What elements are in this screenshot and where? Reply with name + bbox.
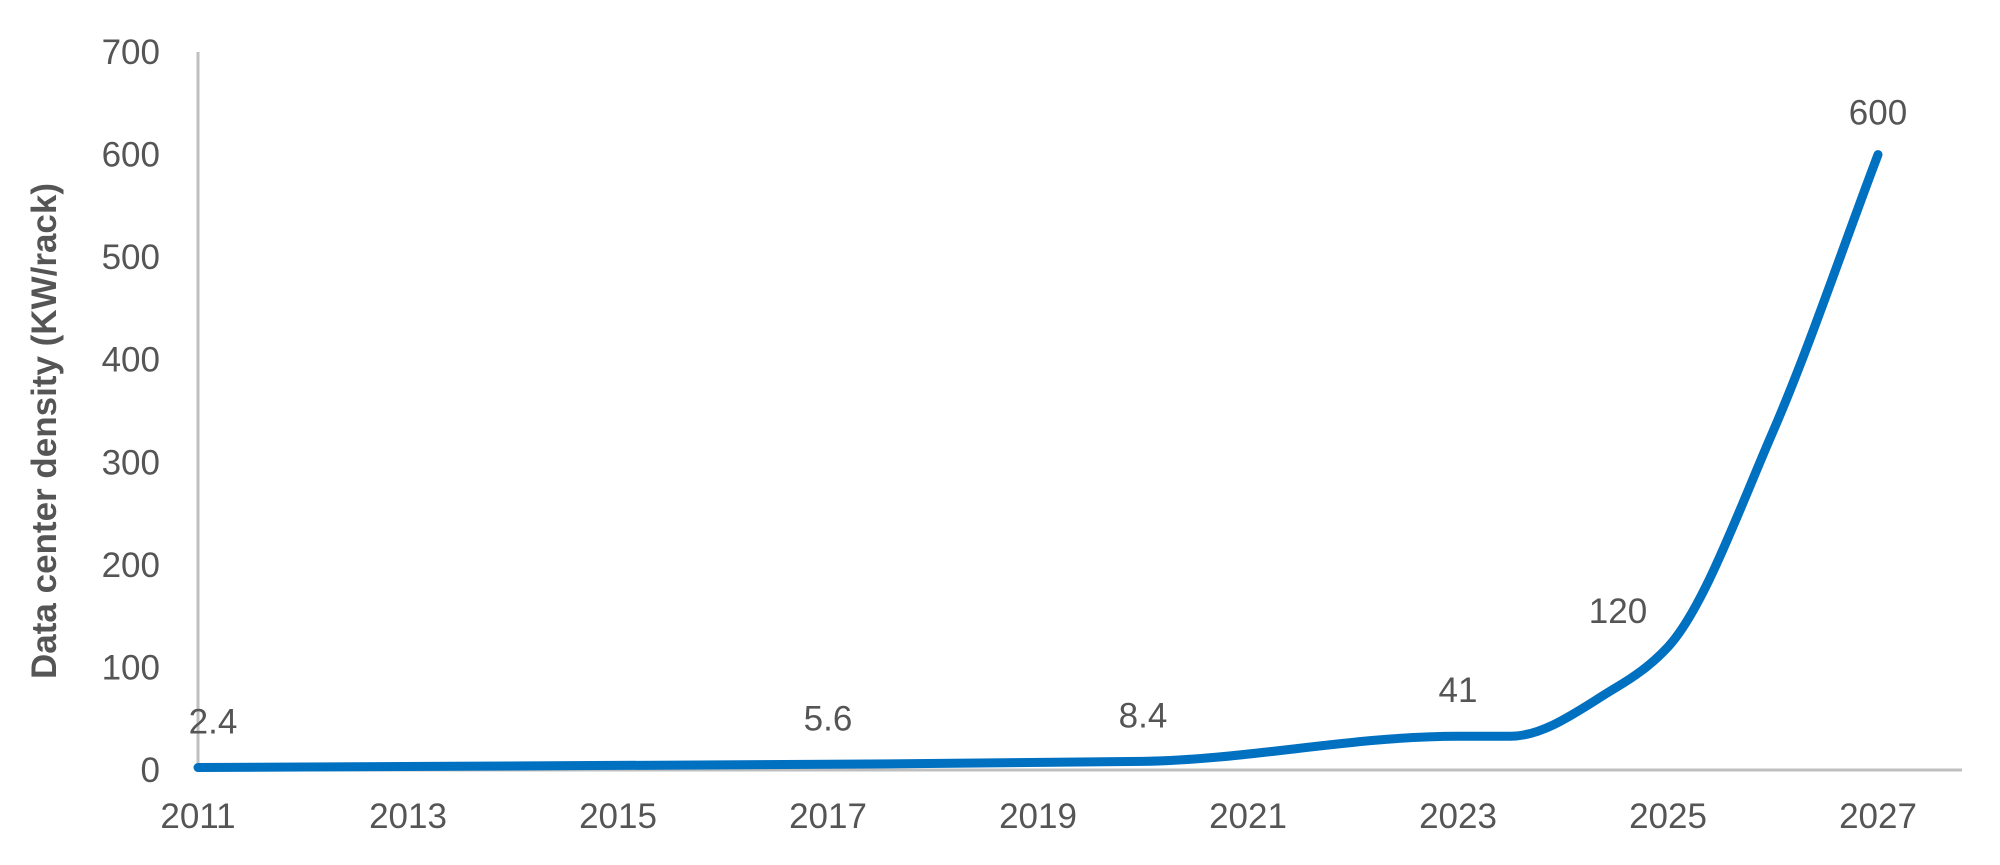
- y-tick-label: 700: [102, 33, 160, 72]
- y-tick-label: 0: [141, 751, 160, 790]
- y-tick-label: 600: [102, 136, 160, 175]
- x-tick-label: 2015: [579, 797, 657, 836]
- data-label: 120: [1589, 592, 1647, 631]
- x-tick-label: 2023: [1419, 797, 1497, 836]
- data-label: 8.4: [1119, 696, 1168, 735]
- x-tick-label: 2027: [1839, 797, 1917, 836]
- y-tick-label: 500: [102, 238, 160, 277]
- y-tick-label: 400: [102, 341, 160, 380]
- x-tick-label: 2025: [1629, 797, 1707, 836]
- x-tick-label: 2019: [999, 797, 1077, 836]
- x-tick-label: 2021: [1209, 797, 1287, 836]
- x-axis-ticks: 2011 2013 2015 2017 2019 2021 2023 2025 2027: [160, 797, 1917, 836]
- x-tick-label: 2017: [789, 797, 867, 836]
- data-label: 5.6: [804, 699, 853, 738]
- x-tick-label: 2013: [369, 797, 447, 836]
- data-label: 41: [1439, 671, 1478, 710]
- series-line: [193, 150, 1883, 772]
- y-tick-label: 200: [102, 546, 160, 585]
- data-labels: 2.4 5.6 8.4 41 120 600: [189, 94, 1908, 742]
- y-tick-label: 300: [102, 443, 160, 482]
- data-label: 2.4: [189, 703, 238, 742]
- data-label: 600: [1849, 94, 1907, 133]
- y-axis-ticks: 0 100 200 300 400 500 600 700: [102, 33, 160, 790]
- x-tick-label: 2011: [160, 797, 235, 836]
- y-axis-title: Data center density (KW/rack): [25, 183, 64, 679]
- y-tick-label: 100: [102, 648, 160, 687]
